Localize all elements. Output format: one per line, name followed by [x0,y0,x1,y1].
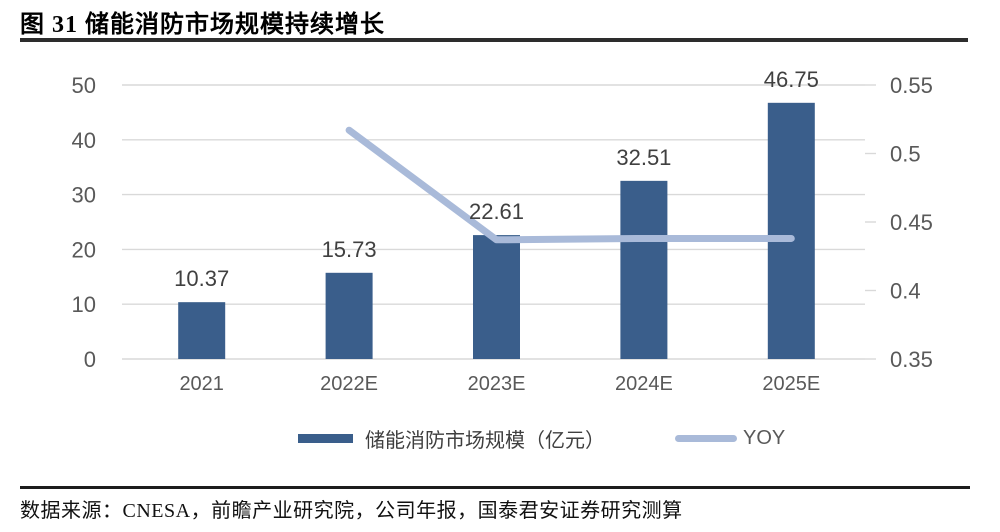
bar-2023E [473,235,520,359]
y-axis-right-tick-label: 0.55 [890,73,933,98]
x-axis-label-2022E: 2022E [320,373,378,395]
line-series-label: YOY [743,427,786,449]
y-axis-left-tick-label: 50 [72,73,96,98]
bar-2024E [620,180,668,359]
figure-title: 图 31 储能消防市场规模持续增长 [20,12,385,38]
bar-value-label: 15.73 [322,237,377,262]
bar-2025E [767,102,815,359]
legend-item-yoy: YOY [675,427,785,450]
title-underline [20,38,968,42]
x-axis-label-2025E: 2025E [762,373,820,395]
x-axis-label-2023E: 2023E [468,373,526,395]
y-axis-right-tick-label: 0.4 [890,279,921,304]
y-axis-right-tick-label: 0.35 [890,347,933,372]
x-axis-label-2021: 2021 [179,373,224,395]
legend-item-market-size: 储能消防市场规模（亿元） [298,424,605,453]
y-axis-left-tick-label: 30 [72,183,96,208]
chart-canvas: 50 40 30 20 10 0 0.55 0.5 0.45 0.4 0.35 10.37 15.73 2… [72,67,933,395]
bar-value-label: 46.75 [764,67,819,92]
bar-series-label: 储能消防市场规模（亿元） [365,430,605,452]
x-axis-label-2024E: 2024E [615,373,673,395]
bar-value-label: 32.51 [616,145,671,170]
line-series-swatch [675,435,737,442]
y-axis-right-tick-label: 0.5 [890,142,921,167]
bar-2022E [325,272,373,359]
y-axis-right-tick-label: 0.45 [890,210,933,235]
y-axis-left-tick-label: 20 [72,237,96,262]
bar-2021 [178,302,226,359]
yoy-line [345,126,795,244]
data-source: 数据来源：CNESA，前瞻产业研究院，公司年报，国泰君安证券研究测算 [20,500,683,522]
y-axis-left-tick-label: 10 [72,292,96,317]
footer-divider [20,486,970,489]
y-axis-left-tick-label: 0 [84,347,96,372]
y-axis-left-tick-label: 40 [72,128,96,153]
chart-legend: 储能消防市场规模（亿元） YOY [298,424,785,453]
bar-value-label: 22.61 [469,199,524,224]
bar-series-swatch [298,434,353,443]
bar-value-label: 10.37 [174,266,229,291]
